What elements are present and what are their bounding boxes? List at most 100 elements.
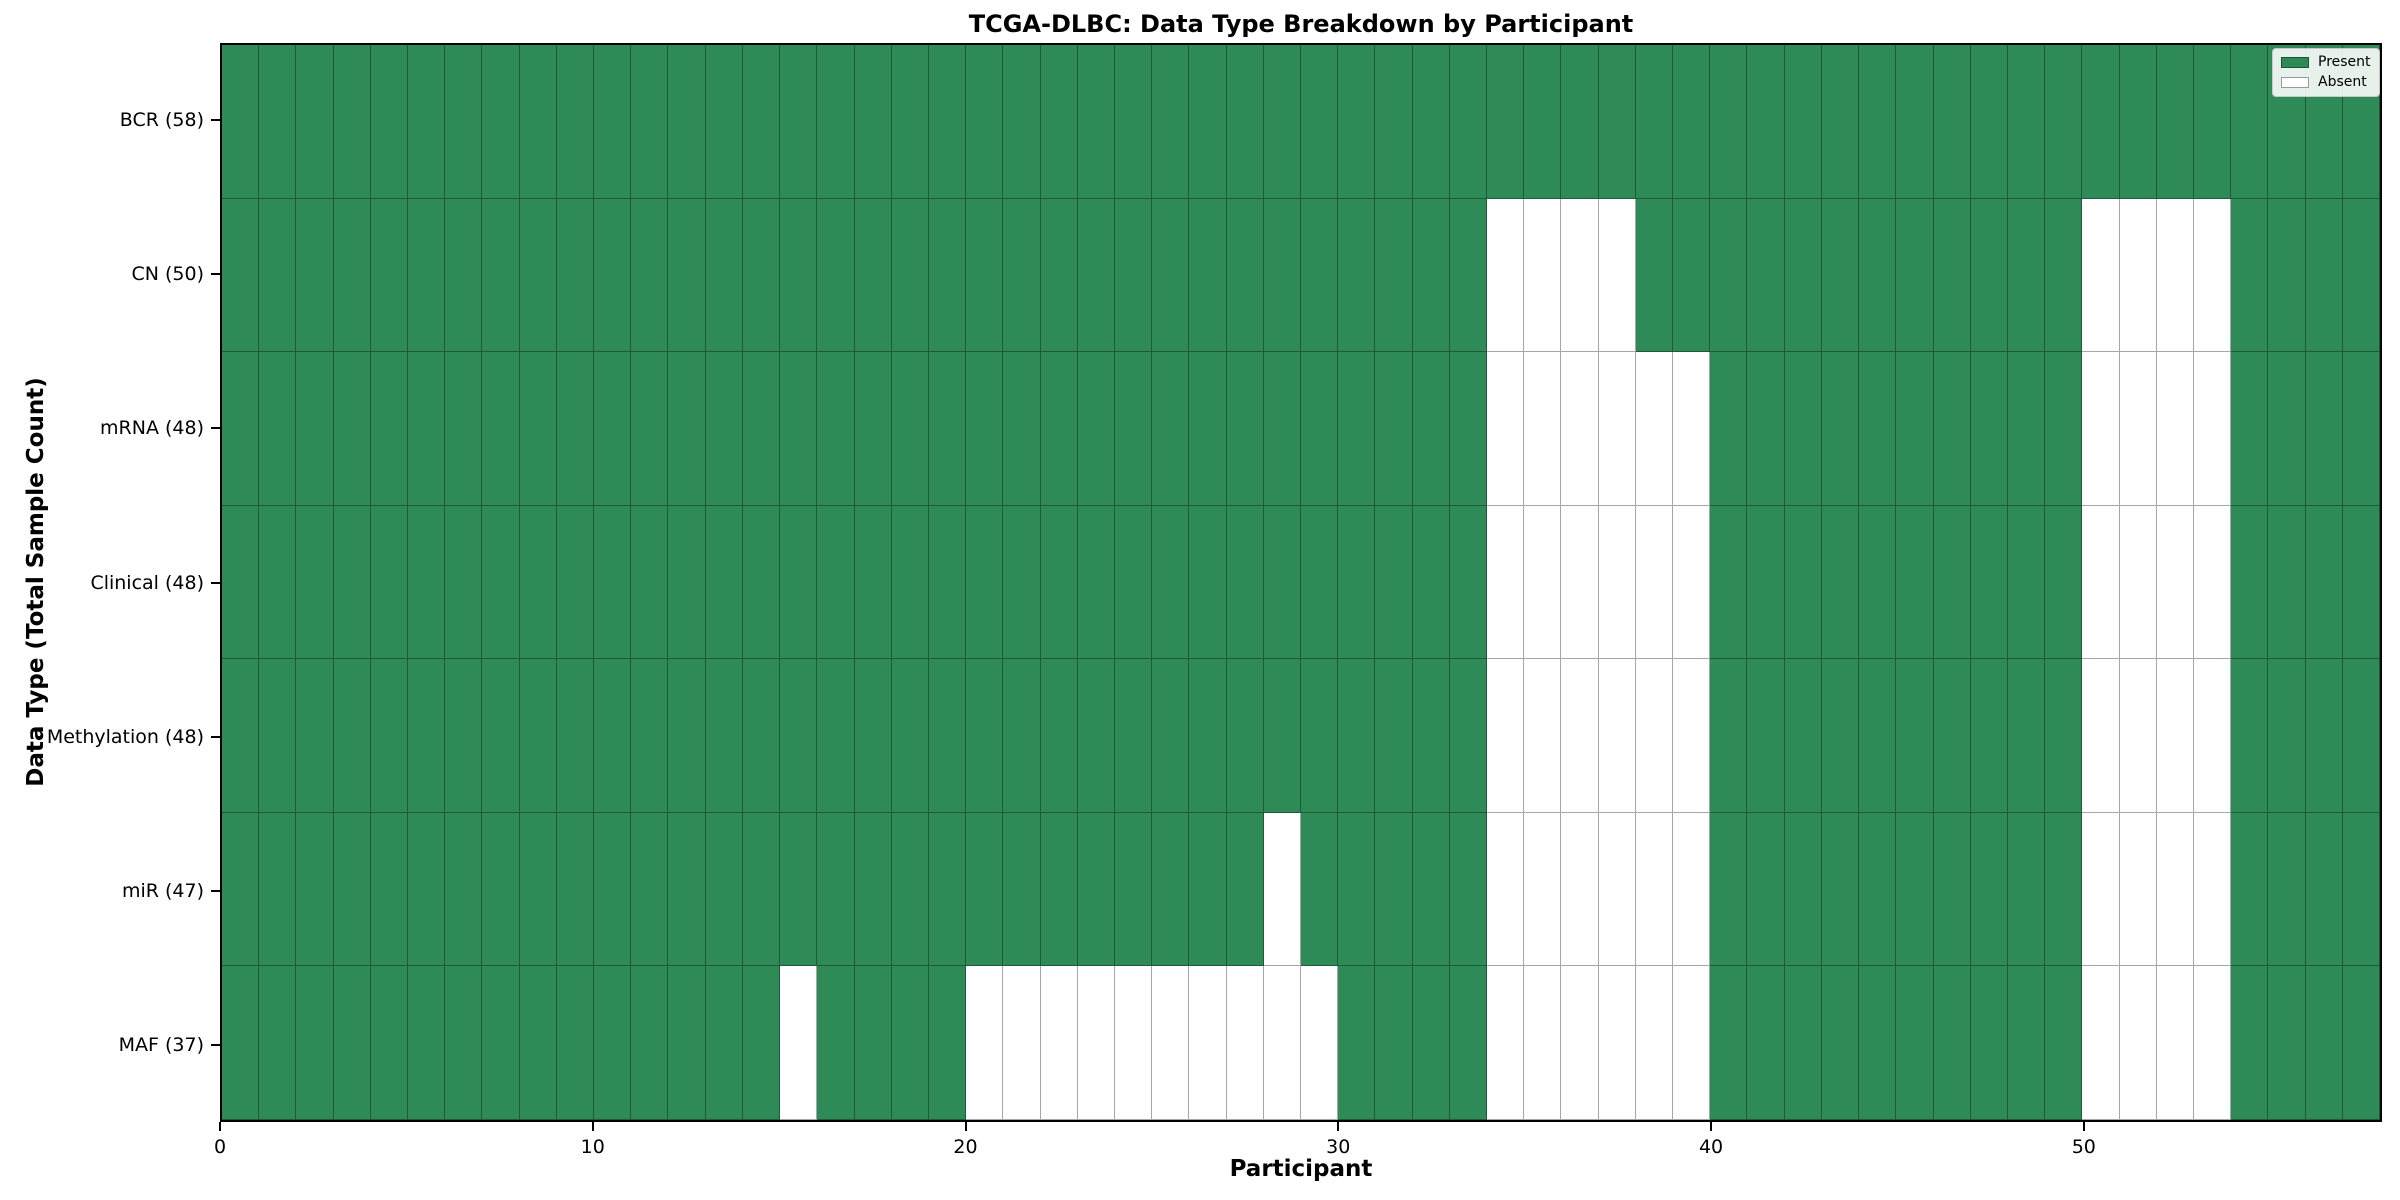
heatmap-cell <box>742 659 781 813</box>
heatmap-cell <box>1114 505 1153 660</box>
heatmap-cell <box>482 352 520 506</box>
y-tick-mark <box>211 427 220 430</box>
x-tick-mark <box>591 1122 594 1131</box>
heatmap-cell <box>1152 505 1190 660</box>
heatmap-cell <box>1524 812 1562 967</box>
heatmap-cell <box>780 505 818 660</box>
heatmap-cell <box>408 505 446 660</box>
legend: Present Absent <box>2272 48 2380 97</box>
heatmap-cell <box>1077 352 1115 506</box>
heatmap-cell <box>1152 45 1190 199</box>
y-tick-label: Clinical (48) <box>90 571 204 594</box>
heatmap-cell <box>742 812 781 967</box>
heatmap-cell <box>482 505 520 660</box>
heatmap-cell <box>1040 966 1078 1120</box>
heatmap-cell <box>1710 505 1748 660</box>
heatmap-cell <box>445 966 483 1120</box>
heatmap-cell <box>1114 45 1153 199</box>
plot-area <box>220 43 2382 1122</box>
heatmap-cell <box>1301 505 1339 660</box>
heatmap-cell <box>222 659 260 813</box>
heatmap-cell <box>742 45 781 199</box>
legend-label: Present <box>2318 54 2371 70</box>
heatmap-cell <box>519 505 557 660</box>
heatmap-cell <box>594 198 632 353</box>
heatmap-cell <box>1189 966 1227 1120</box>
y-tick-label: Methylation (48) <box>46 725 204 748</box>
y-tick-mark <box>211 1043 220 1046</box>
heatmap-cell <box>1375 659 1413 813</box>
heatmap-cell <box>1673 659 1711 813</box>
heatmap-cell <box>1487 198 1525 353</box>
heatmap-cell <box>1784 812 1822 967</box>
heatmap-cell <box>705 352 743 506</box>
heatmap-cell <box>1152 812 1190 967</box>
heatmap-cell <box>445 659 483 813</box>
y-tick-label: miR (47) <box>121 879 204 902</box>
x-tick-mark <box>219 1122 221 1131</box>
heatmap-cell <box>1747 659 1785 813</box>
heatmap-cell <box>2193 352 2232 506</box>
heatmap-cell <box>1784 966 1822 1120</box>
heatmap-cell <box>1859 966 1897 1120</box>
heatmap-cell <box>1375 198 1413 353</box>
heatmap-cell <box>2119 812 2157 967</box>
heatmap-cell <box>259 966 297 1120</box>
heatmap-cell <box>2193 505 2232 660</box>
heatmap-cell <box>1040 352 1078 506</box>
heatmap-cell <box>370 45 409 199</box>
heatmap-cell <box>2156 352 2194 506</box>
heatmap-cell <box>2007 966 2046 1120</box>
heatmap-cell <box>2305 812 2343 967</box>
heatmap-cell <box>2045 505 2083 660</box>
heatmap-cell <box>668 505 706 660</box>
heatmap-cell <box>1747 812 1785 967</box>
heatmap-cell <box>2305 198 2343 353</box>
heatmap-cell <box>1896 352 1934 506</box>
heatmap-cell <box>594 812 632 967</box>
heatmap-cell <box>1003 45 1041 199</box>
heatmap-cell <box>2268 966 2306 1120</box>
heatmap-cell <box>668 966 706 1120</box>
heatmap-cell <box>2193 659 2232 813</box>
heatmap-cell <box>1524 966 1562 1120</box>
heatmap-cell <box>2231 198 2269 353</box>
heatmap-cell <box>668 659 706 813</box>
heatmap-cell <box>2305 505 2343 660</box>
heatmap-cell <box>1263 659 1301 813</box>
heatmap-cell <box>482 966 520 1120</box>
heatmap-cell <box>1077 659 1115 813</box>
heatmap-cell <box>928 505 967 660</box>
heatmap-cell <box>1598 45 1636 199</box>
heatmap-cell <box>1301 45 1339 199</box>
heatmap-cell <box>2045 198 2083 353</box>
heatmap-cell <box>891 352 929 506</box>
heatmap-cell <box>1003 812 1041 967</box>
heatmap-cell <box>742 505 781 660</box>
x-tick-label: 20 <box>953 1136 978 1158</box>
heatmap-cell <box>1487 966 1525 1120</box>
heatmap-cell <box>1710 352 1748 506</box>
heatmap-cell <box>2342 352 2380 506</box>
heatmap-cell <box>1710 45 1748 199</box>
heatmap-cell <box>370 659 409 813</box>
heatmap-cell <box>1003 966 1041 1120</box>
heatmap-cell <box>519 812 557 967</box>
x-tick-label: 50 <box>2071 1136 2096 1158</box>
heatmap-cell <box>631 659 669 813</box>
heatmap-cell <box>1040 659 1078 813</box>
heatmap-cell <box>296 812 334 967</box>
heatmap-cell <box>1598 198 1636 353</box>
heatmap-cell <box>1487 352 1525 506</box>
legend-label: Absent <box>2318 74 2367 90</box>
heatmap-cell <box>482 812 520 967</box>
heatmap-cell <box>1189 812 1227 967</box>
heatmap-cell <box>891 966 929 1120</box>
heatmap-cell <box>1449 198 1488 353</box>
heatmap-cell <box>1673 352 1711 506</box>
heatmap-cell <box>1784 45 1822 199</box>
heatmap-cell <box>1710 966 1748 1120</box>
heatmap-cell <box>2305 659 2343 813</box>
heatmap-cell <box>2193 198 2232 353</box>
heatmap-cell <box>1710 812 1748 967</box>
